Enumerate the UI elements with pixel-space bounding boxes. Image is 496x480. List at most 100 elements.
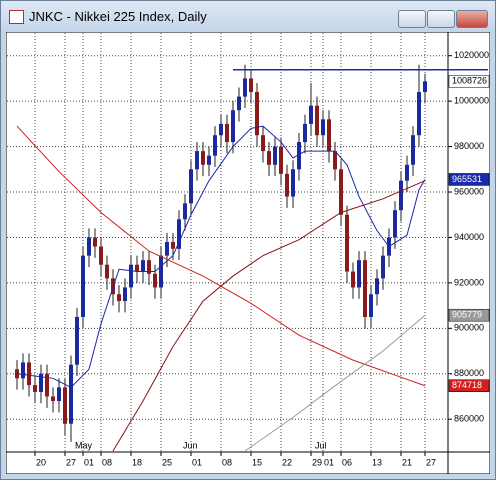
x-tick-label: 08 (102, 457, 112, 467)
y-tick-label: 920000 (454, 277, 484, 287)
price-tag (448, 75, 490, 88)
candle-body (75, 316, 79, 365)
x-tick-label: 18 (132, 457, 142, 467)
x-tick-label: 21 (402, 457, 412, 467)
candle-body (93, 237, 97, 247)
x-tick-label: 27 (66, 457, 76, 467)
candle-body (129, 264, 133, 288)
x-tick-label: 25 (162, 457, 172, 467)
candle-body (69, 364, 73, 424)
price-tag (448, 173, 490, 186)
price-tag (448, 379, 490, 393)
app-icon (9, 10, 24, 24)
candle-body (285, 173, 289, 197)
candle-body (315, 105, 319, 136)
candle-body (321, 119, 325, 136)
x-tick-label: 01 (192, 457, 202, 467)
y-tick-label: 1000000 (454, 96, 489, 106)
maximize-button[interactable] (427, 10, 455, 28)
candle-body (33, 385, 37, 392)
x-tick-label: 01 (324, 457, 334, 467)
candle-body (333, 151, 337, 170)
candle-body (225, 123, 229, 143)
candle-body (123, 287, 127, 302)
candle-body (135, 264, 139, 272)
y-tick-label: 1020000 (454, 50, 489, 60)
y-tick-label: 940000 (454, 232, 484, 242)
candle-body (237, 96, 241, 111)
candle-body (327, 119, 331, 152)
candle-body (219, 123, 223, 136)
candle-body (375, 278, 379, 295)
y-tick-label: 900000 (454, 323, 484, 333)
x-tick-label: 22 (282, 457, 292, 467)
candle-body (267, 151, 271, 165)
x-tick-label: 20 (36, 457, 46, 467)
candle-body (39, 373, 43, 392)
x-tick-label: 29 (312, 457, 322, 467)
candle-body (423, 81, 427, 93)
candle-body (309, 105, 313, 124)
candle-body (417, 92, 421, 136)
candle-body (81, 255, 85, 317)
candle-body (393, 210, 397, 238)
candle-body (171, 242, 175, 249)
window-title: JNKC - Nikkei 225 Index, Daily (29, 9, 207, 24)
price-tag (448, 308, 490, 322)
candle-body (165, 242, 169, 256)
candle-body (261, 135, 265, 152)
candle-body (231, 110, 235, 143)
candle-body (147, 260, 151, 274)
candle-body (405, 164, 409, 181)
candle-body (207, 155, 211, 165)
candle-body (291, 169, 295, 197)
candle-body (99, 246, 103, 265)
candle-body (369, 294, 373, 317)
candle-body (411, 135, 415, 165)
minimize-button[interactable] (398, 10, 426, 28)
candle-body (51, 396, 55, 402)
moving-average (16, 125, 426, 387)
candle-body (255, 92, 259, 136)
candle-body (27, 362, 31, 386)
chart: 860000 880000 900000 920000 940000 960000 9800… (6, 32, 490, 474)
chart-frame (6, 32, 490, 474)
x-tick-label: 01 (84, 457, 94, 467)
candle-body (21, 362, 25, 379)
moving-average (16, 125, 426, 389)
candle-body (45, 373, 49, 397)
month-label: Jun (183, 440, 198, 450)
candle-body (177, 219, 181, 249)
x-tick-label: 15 (252, 457, 262, 467)
price-tag-label: 965531 (452, 174, 482, 184)
candle-body (183, 203, 187, 220)
month-label: May (75, 440, 93, 450)
price-tag-label: 905779 (452, 310, 482, 320)
candle-body (273, 146, 277, 165)
candle-body (141, 260, 145, 272)
y-tick-label: 960000 (454, 186, 484, 196)
candle-body (279, 146, 283, 174)
y-tick-label: 880000 (454, 368, 484, 378)
candle-body (399, 180, 403, 211)
x-tick-label: 08 (222, 457, 232, 467)
month-label: Jul (315, 440, 327, 450)
candle-body (117, 294, 121, 302)
price-tag-label: 874718 (452, 380, 482, 390)
candle-body (303, 123, 307, 143)
candle-body (213, 135, 217, 156)
candle-body (249, 78, 253, 93)
price-tag-label: 1008726 (452, 76, 487, 86)
candle-body (195, 151, 199, 170)
candle-body (297, 142, 301, 170)
y-tick-label: 860000 (454, 414, 484, 424)
candle-body (63, 387, 67, 424)
candle-body (159, 255, 163, 288)
close-button[interactable] (456, 10, 488, 28)
candle-body (105, 264, 109, 279)
candle-body (357, 260, 361, 288)
candle-body (345, 214, 349, 272)
x-tick-label: 27 (426, 457, 436, 467)
candle-body (87, 237, 91, 256)
